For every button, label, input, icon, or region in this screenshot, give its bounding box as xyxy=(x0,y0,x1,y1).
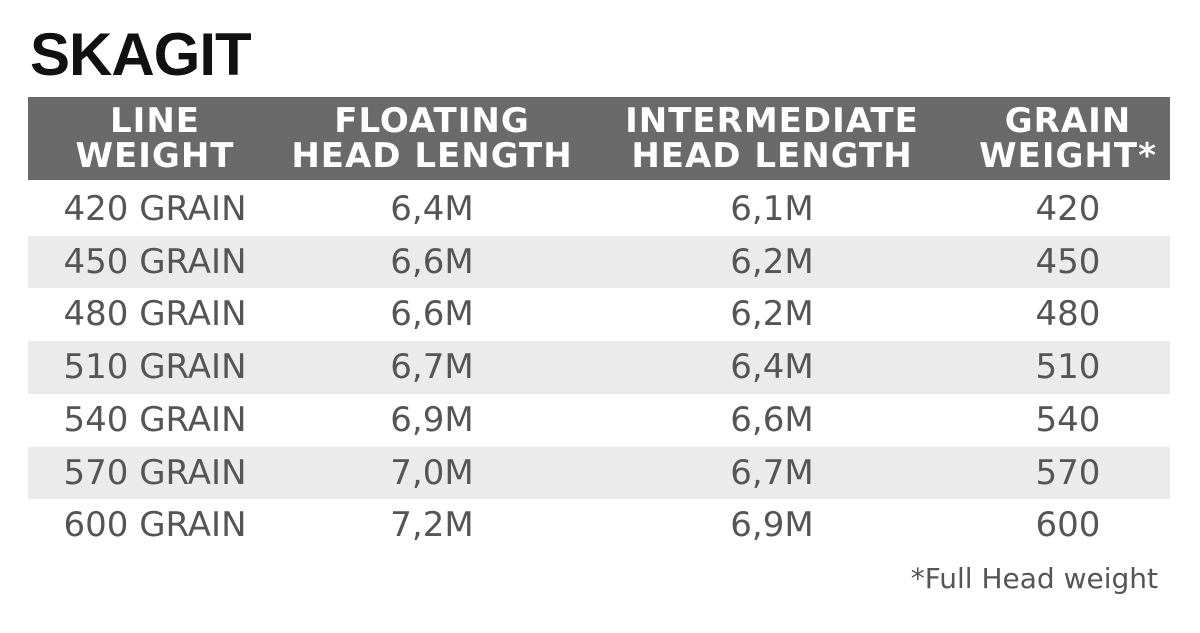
table-row xyxy=(28,393,1170,447)
table-header xyxy=(28,97,1170,180)
table-cell: 6,2M xyxy=(730,241,814,282)
table-cell: 6,9M xyxy=(730,505,814,546)
table-cell: 600 xyxy=(1035,505,1101,546)
header-cell: GRAIN WEIGHT* xyxy=(888,104,1200,174)
table-cell: 6,7M xyxy=(730,452,814,493)
table-cell: 6,6M xyxy=(730,399,814,440)
header-cell: LINE WEIGHT xyxy=(0,104,335,174)
header-line: GRAIN xyxy=(1004,101,1132,141)
footnote: *Full Head weight xyxy=(910,562,1158,595)
table-cell: 6,1M xyxy=(730,189,814,229)
header-cell: INTERMEDIATE HEAD LENGTH xyxy=(592,104,952,174)
header-line: HEAD LENGTH xyxy=(631,136,913,176)
table-cell: 510 xyxy=(1035,347,1101,388)
header-line: INTERMEDIATE xyxy=(625,101,919,141)
header-cell: FLOATING HEAD LENGTH xyxy=(252,104,612,174)
table-cell: 570 GRAIN xyxy=(63,452,247,493)
table-row xyxy=(28,446,1170,500)
table-cell: 540 xyxy=(1035,399,1101,440)
header-line: LINE xyxy=(110,101,200,141)
table-row xyxy=(28,499,1170,553)
header-line: WEIGHT xyxy=(75,136,235,176)
title: SKAGIT xyxy=(30,21,252,88)
header-line: WEIGHT* xyxy=(979,136,1157,176)
table-cell: 7,2M xyxy=(390,505,474,546)
table-row xyxy=(28,235,1170,289)
table-row xyxy=(28,341,1170,395)
table-cell: 570 xyxy=(1035,452,1101,493)
table-cell: 420 xyxy=(1035,189,1101,229)
table-cell: 6,6M xyxy=(390,241,474,282)
table-cell: 420 GRAIN xyxy=(63,189,247,229)
table-row xyxy=(28,183,1170,236)
table-cell: 6,2M xyxy=(730,294,814,335)
table-cell: 6,7M xyxy=(390,347,474,388)
header-line: FLOATING xyxy=(334,101,530,141)
table-cell: 6,4M xyxy=(730,347,814,388)
table-cell: 6,6M xyxy=(390,294,474,335)
table-cell: 6,4M xyxy=(390,189,474,229)
table-row xyxy=(28,288,1170,342)
header-line: HEAD LENGTH xyxy=(291,136,573,176)
table-cell: 7,0M xyxy=(390,452,474,493)
table-cell: 450 GRAIN xyxy=(63,241,247,282)
table-cell: 540 GRAIN xyxy=(63,399,247,440)
table-cell: 510 GRAIN xyxy=(63,347,247,388)
table-cell: 450 xyxy=(1035,241,1101,282)
table-cell: 600 GRAIN xyxy=(63,505,247,546)
table-cell: 6,9M xyxy=(390,399,474,440)
table-cell: 480 GRAIN xyxy=(63,294,247,335)
table-cell: 480 xyxy=(1035,294,1101,335)
